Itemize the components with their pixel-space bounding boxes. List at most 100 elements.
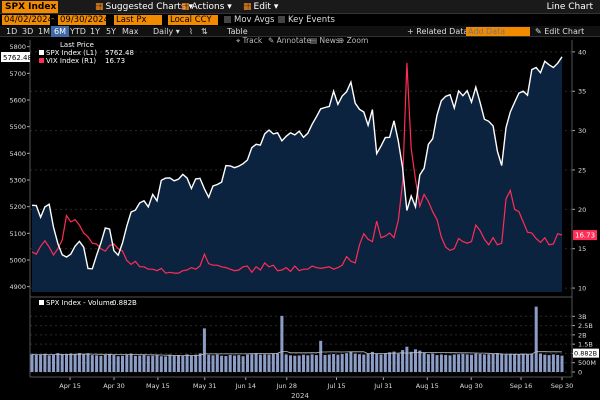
x-tick-label: May 15 bbox=[146, 382, 170, 390]
annotate-tool[interactable]: ✎ Annotate bbox=[268, 36, 311, 46]
right-tick-label: 10 bbox=[578, 285, 586, 293]
volume-bar bbox=[69, 353, 73, 372]
tab-1y[interactable]: 1Y bbox=[90, 27, 100, 36]
left-tick-label: 5000 bbox=[9, 257, 26, 265]
volume-bar bbox=[207, 354, 211, 372]
x-tick-label: Jul 15 bbox=[326, 382, 345, 390]
x-tick-label: Jun 28 bbox=[276, 382, 298, 390]
start-date-field[interactable]: 04/02/2024 bbox=[2, 15, 53, 25]
tab-6m[interactable]: 6M bbox=[51, 26, 69, 37]
volume-bar bbox=[121, 355, 124, 372]
actions-menu[interactable]: ▦ Actions ▾ bbox=[181, 2, 232, 12]
volume-bar bbox=[284, 354, 288, 372]
tab-max[interactable]: Max bbox=[122, 27, 139, 36]
volume-bar bbox=[500, 353, 504, 372]
volume-bar bbox=[332, 354, 336, 372]
tab-ytd[interactable]: YTD bbox=[70, 27, 86, 36]
tab-1d[interactable]: 1D bbox=[6, 27, 18, 36]
vix-series-line bbox=[31, 62, 563, 274]
volume-bar bbox=[194, 354, 198, 372]
volume-bar bbox=[146, 356, 150, 372]
right-tick-label: 25 bbox=[578, 166, 586, 174]
volume-bar bbox=[30, 354, 34, 372]
bar-size-icon[interactable]: ⇅ bbox=[201, 27, 208, 36]
volume-bar bbox=[73, 354, 77, 372]
spx-legend-swatch bbox=[39, 50, 44, 55]
edit-menu[interactable]: ▦ Edit ▾ bbox=[243, 2, 279, 12]
volume-bar bbox=[198, 353, 202, 372]
range-tabs-bar: 1D 3D 1M 6M YTD 1Y 5Y Max Daily ▾ ⌇ ⇅ Table + R… bbox=[0, 26, 600, 37]
actions-label: Actions bbox=[191, 2, 225, 12]
table-button[interactable]: Table bbox=[227, 27, 248, 36]
volume-bar bbox=[414, 349, 417, 372]
volume-bar bbox=[513, 354, 517, 372]
tab-5y[interactable]: 5Y bbox=[106, 27, 116, 36]
volume-legend-label: SPX Index - Volume bbox=[46, 299, 114, 307]
volume-bar bbox=[444, 354, 448, 372]
x-tick-label: Apr 15 bbox=[59, 382, 81, 390]
volume-bar bbox=[224, 356, 228, 372]
left-tick-label: 5700 bbox=[9, 70, 26, 78]
currency-select[interactable]: Local CCY bbox=[168, 15, 218, 25]
annotate-label: Annotate bbox=[276, 36, 311, 45]
volume-bar bbox=[168, 354, 172, 372]
volume-bar bbox=[388, 352, 392, 372]
chart-type-label[interactable]: Line Chart bbox=[546, 2, 593, 12]
volume-bar bbox=[323, 354, 327, 372]
volume-bar bbox=[366, 353, 370, 372]
news-tool[interactable]: ▤ News bbox=[310, 36, 340, 46]
field-select[interactable]: Last Px bbox=[114, 15, 162, 25]
volume-bar bbox=[112, 355, 116, 372]
volume-bar bbox=[426, 354, 430, 372]
volume-bar bbox=[435, 355, 439, 372]
key-events-toggle[interactable]: Key Events bbox=[276, 15, 337, 25]
related-data-button[interactable]: + Related Data bbox=[407, 27, 469, 36]
volume-bar bbox=[474, 353, 478, 372]
checkbox-icon bbox=[278, 16, 285, 23]
tab-1m[interactable]: 1M bbox=[38, 27, 50, 36]
volume-bar bbox=[271, 353, 275, 372]
volume-grid bbox=[30, 315, 572, 373]
edit-label: Edit bbox=[253, 2, 271, 12]
volume-tick-label: 1.5B bbox=[578, 341, 593, 349]
volume-bar bbox=[340, 354, 344, 372]
volume-bar bbox=[43, 353, 47, 372]
add-data-input[interactable] bbox=[466, 27, 530, 36]
right-tick-label: 40 bbox=[578, 48, 586, 56]
edit-chart-label: Edit Chart bbox=[544, 27, 585, 36]
key-events-label: Key Events bbox=[288, 15, 335, 25]
suggested-charts-menu[interactable]: ▦ Suggested Charts ▾ bbox=[95, 2, 194, 12]
volume-tick-label: 1B bbox=[578, 350, 587, 358]
end-date-field[interactable]: 09/30/2024 bbox=[58, 15, 109, 25]
edit-chart-button[interactable]: ✎ Edit Chart bbox=[532, 26, 587, 37]
volume-bar bbox=[362, 354, 366, 372]
volume-bar bbox=[327, 354, 331, 372]
volume-bar bbox=[254, 353, 258, 372]
legend-title: Last Price bbox=[60, 41, 94, 49]
x-tick-label: Aug 30 bbox=[460, 382, 483, 390]
volume-bar bbox=[138, 355, 142, 372]
frequency-select[interactable]: Daily ▾ bbox=[153, 27, 180, 36]
volume-bar bbox=[383, 353, 387, 372]
volume-bar bbox=[551, 354, 555, 372]
track-tool[interactable]: ⌖ Track bbox=[236, 36, 262, 46]
right-tick-label: 20 bbox=[578, 206, 586, 214]
volume-bar bbox=[370, 351, 374, 372]
tab-3d[interactable]: 3D bbox=[22, 27, 34, 36]
volume-bar bbox=[452, 354, 456, 372]
x-axis: Apr 15 Apr 30 May 15 May 31 Jun 14 Jun 28 Jul … bbox=[59, 377, 573, 390]
volume-bar bbox=[439, 354, 443, 372]
volume-bar bbox=[56, 353, 60, 372]
volume-bar bbox=[409, 351, 413, 372]
zoom-tool[interactable]: ⊕ Zoom bbox=[338, 36, 368, 46]
ticker-field[interactable]: SPX Index bbox=[2, 1, 58, 13]
volume-bar bbox=[263, 354, 267, 372]
volume-bar bbox=[95, 355, 99, 372]
left-tick-label: 5800 bbox=[9, 43, 26, 51]
volume-bar bbox=[220, 355, 224, 372]
volume-bar bbox=[379, 354, 383, 372]
chart-style-icon[interactable]: ⌇ bbox=[189, 27, 193, 36]
volume-bar bbox=[86, 353, 90, 372]
news-icon: ▤ bbox=[310, 36, 320, 45]
